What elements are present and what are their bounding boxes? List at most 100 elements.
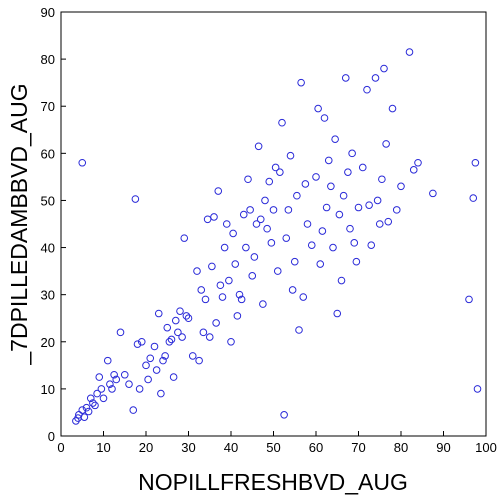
data-point bbox=[331, 135, 339, 143]
data-point bbox=[244, 175, 252, 184]
data-point bbox=[312, 173, 320, 181]
data-point bbox=[161, 352, 169, 360]
x-tick-label: 60 bbox=[309, 440, 323, 455]
data-point bbox=[254, 142, 263, 151]
data-point bbox=[229, 229, 237, 238]
data-point bbox=[125, 380, 133, 388]
x-tick-label: 40 bbox=[224, 440, 238, 455]
data-point bbox=[352, 257, 361, 266]
y-tick-label: 30 bbox=[41, 288, 55, 303]
data-point bbox=[95, 373, 104, 381]
data-point bbox=[133, 340, 142, 348]
data-point bbox=[365, 201, 373, 209]
data-point bbox=[299, 293, 308, 301]
data-point bbox=[324, 156, 333, 165]
data-point bbox=[320, 114, 329, 122]
y-tick-label: 20 bbox=[41, 335, 55, 350]
data-point bbox=[144, 375, 152, 384]
data-point bbox=[222, 220, 231, 228]
data-point bbox=[242, 243, 250, 252]
data-point bbox=[174, 328, 182, 337]
y-tick-label: 50 bbox=[41, 193, 55, 208]
data-point bbox=[278, 118, 286, 127]
data-point bbox=[350, 239, 359, 247]
data-point bbox=[78, 158, 87, 167]
data-point bbox=[316, 260, 325, 268]
data-point bbox=[397, 182, 405, 191]
data-point bbox=[157, 389, 165, 398]
data-point bbox=[131, 195, 140, 203]
data-point bbox=[271, 163, 280, 172]
data-point bbox=[273, 267, 282, 275]
data-point bbox=[314, 104, 322, 113]
data-point bbox=[220, 243, 229, 252]
data-point bbox=[248, 272, 257, 280]
data-point bbox=[261, 196, 269, 205]
x-tick-label: 90 bbox=[436, 440, 450, 455]
data-point bbox=[375, 220, 384, 228]
data-point bbox=[201, 295, 210, 304]
data-point bbox=[154, 309, 163, 318]
data-point bbox=[150, 342, 159, 351]
data-point bbox=[250, 253, 259, 261]
data-point bbox=[297, 78, 305, 87]
data-point bbox=[363, 85, 371, 94]
data-point bbox=[333, 309, 342, 318]
data-point bbox=[286, 151, 295, 160]
data-point bbox=[103, 356, 112, 365]
data-point bbox=[178, 333, 186, 341]
data-point bbox=[146, 354, 155, 363]
data-point bbox=[152, 366, 161, 374]
x-tick-label: 0 bbox=[57, 440, 64, 455]
data-point bbox=[208, 262, 216, 271]
data-point bbox=[231, 260, 240, 268]
data-point bbox=[239, 210, 248, 219]
data-point bbox=[165, 337, 174, 346]
data-point bbox=[473, 385, 482, 393]
x-tick-label: 20 bbox=[139, 440, 153, 455]
data-point bbox=[93, 389, 101, 398]
data-point bbox=[256, 215, 265, 224]
x-tick-label: 80 bbox=[394, 440, 408, 455]
x-tick-label: 70 bbox=[351, 440, 365, 455]
data-point bbox=[252, 220, 261, 228]
data-point bbox=[246, 206, 254, 214]
data-point bbox=[120, 370, 129, 379]
data-point bbox=[205, 333, 214, 341]
data-point bbox=[429, 189, 437, 198]
data-point bbox=[318, 227, 327, 235]
data-point bbox=[341, 74, 350, 82]
x-tick-label: 100 bbox=[475, 440, 497, 455]
y-tick-label: 0 bbox=[48, 429, 55, 444]
data-point bbox=[84, 407, 93, 416]
data-point bbox=[225, 276, 233, 285]
data-point bbox=[137, 337, 146, 346]
data-point bbox=[212, 319, 220, 327]
data-point bbox=[354, 203, 363, 212]
data-point bbox=[233, 312, 242, 320]
data-point bbox=[259, 300, 267, 308]
data-point bbox=[216, 281, 225, 290]
data-point bbox=[284, 206, 293, 214]
data-point bbox=[112, 375, 121, 384]
data-point bbox=[295, 326, 303, 334]
data-point bbox=[405, 48, 414, 56]
data-point bbox=[188, 352, 197, 360]
data-point bbox=[339, 191, 348, 200]
data-point bbox=[135, 385, 144, 393]
data-point bbox=[227, 337, 235, 346]
y-tick-label: 80 bbox=[41, 52, 55, 67]
data-point bbox=[184, 314, 193, 323]
data-point bbox=[288, 286, 297, 294]
data-point bbox=[237, 295, 246, 304]
data-point bbox=[471, 158, 480, 167]
data-point bbox=[267, 239, 276, 247]
data-point bbox=[293, 191, 301, 200]
data-point bbox=[335, 210, 344, 219]
data-point bbox=[276, 168, 284, 176]
data-point bbox=[380, 64, 388, 73]
data-point bbox=[265, 177, 274, 186]
y-tick-label: 90 bbox=[41, 5, 55, 20]
data-point bbox=[89, 399, 97, 407]
